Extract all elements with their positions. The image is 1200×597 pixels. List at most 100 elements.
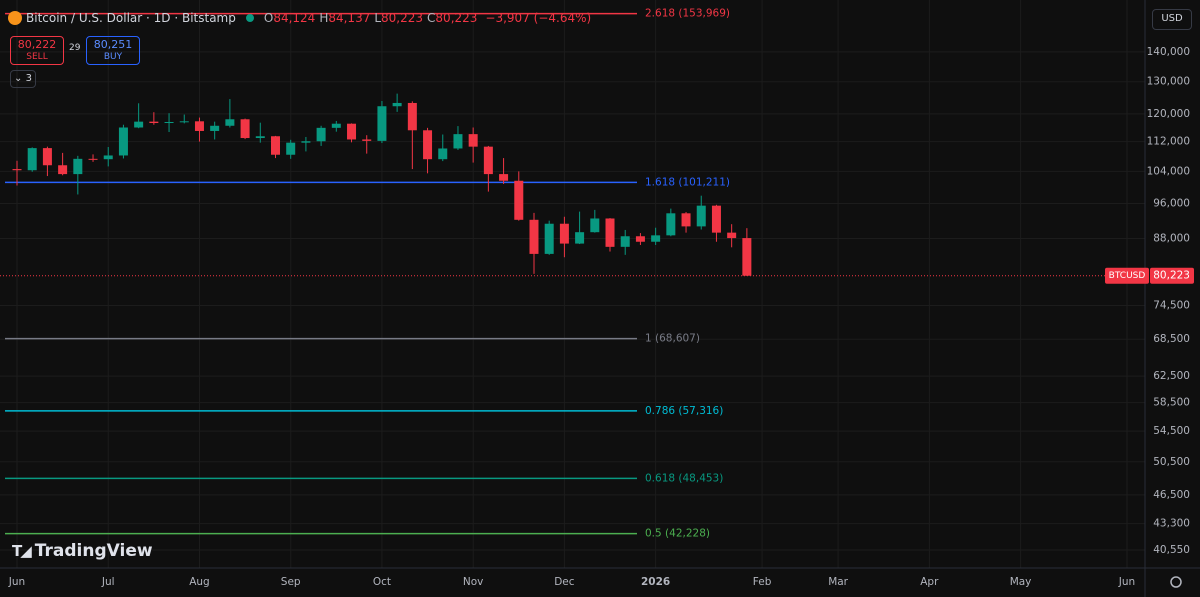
coin-icon [8, 11, 22, 25]
ohlc-value: 84,124 [273, 11, 316, 25]
candle-body [194, 121, 204, 131]
candle-body [529, 219, 539, 254]
x-tick-label: Mar [828, 576, 848, 588]
candle-body [347, 123, 357, 140]
candle-body [118, 127, 128, 156]
candle-body [301, 141, 311, 143]
ohlc-value: 80,223 [381, 11, 424, 25]
x-tick-label: Aug [189, 576, 210, 588]
y-tick-label: 74,500 [1153, 299, 1190, 311]
candle-body [210, 125, 220, 131]
y-tick-label: 43,300 [1153, 518, 1190, 530]
x-tick-label: Dec [554, 576, 575, 588]
candle-body [483, 146, 493, 175]
buy-price: 80,251 [93, 38, 133, 51]
candle-body [499, 174, 509, 181]
candle-body [362, 139, 372, 141]
x-tick-label: Sep [281, 576, 301, 588]
y-tick-label: 104,000 [1147, 165, 1190, 177]
candle-body [514, 180, 524, 220]
y-tick-label: 50,500 [1153, 456, 1190, 468]
x-tick-label: Feb [753, 576, 772, 588]
indicators-toggle[interactable]: ⌄ 3 [10, 70, 36, 88]
candle-body [392, 102, 402, 107]
candle-body [316, 127, 326, 142]
candle-body [438, 148, 448, 160]
y-tick-label: 68,500 [1153, 333, 1190, 345]
sell-button[interactable]: 80,222 SELL [10, 36, 64, 65]
candle-body [605, 218, 615, 247]
candle-body [286, 142, 296, 155]
candle-body [73, 158, 83, 175]
y-tick-label: 40,550 [1153, 544, 1190, 556]
y-tick-label: 130,000 [1147, 76, 1190, 88]
fib-label: 0.5 (42,228) [645, 528, 710, 540]
status-dot [245, 14, 254, 22]
candle-body [149, 121, 159, 124]
change: −3,907 (−4.64%) [485, 11, 592, 25]
candle-body [240, 119, 250, 139]
ohlc-key: C [427, 11, 436, 25]
x-tick-label: Jun [8, 576, 25, 588]
candle-body [134, 121, 144, 128]
x-tick-label: Apr [920, 576, 939, 588]
candle-body [696, 205, 706, 227]
fib-label: 1 (68,607) [645, 333, 700, 345]
candle-body [103, 155, 113, 160]
candle-body [27, 148, 37, 171]
currency-button[interactable]: USD [1152, 9, 1192, 30]
x-tick-label: May [1010, 576, 1032, 588]
candle-body [590, 218, 600, 233]
candle-body [58, 165, 68, 175]
brand-name: TradingView [34, 541, 153, 561]
symbol-title[interactable]: Bitcoin / U.S. Dollar · 1D · Bitstamp [26, 11, 236, 25]
y-tick-label: 88,000 [1153, 233, 1190, 245]
spread: 29 [69, 43, 81, 53]
candle-body [225, 119, 235, 126]
candle-body [544, 223, 554, 254]
candle-body [12, 169, 22, 171]
y-tick-label: 120,000 [1147, 108, 1190, 120]
candle-body [742, 238, 752, 276]
candle-body [179, 121, 189, 123]
sell-label: SELL [26, 52, 48, 62]
candle-body [620, 236, 630, 247]
plot-background [0, 0, 1145, 568]
candle-body [377, 106, 387, 141]
indicator-count: 3 [25, 73, 32, 84]
y-tick-label: 112,000 [1147, 136, 1190, 148]
fib-label: 0.618 (48,453) [645, 472, 723, 484]
candle-body [727, 232, 737, 239]
candle-body [468, 134, 478, 147]
last-price-label: 80,223 [1153, 270, 1190, 282]
sell-price: 80,222 [17, 38, 57, 51]
ohlc-value: 84,137 [328, 11, 371, 25]
candle-body [255, 136, 265, 139]
y-tick-label: 58,500 [1153, 397, 1190, 409]
brand-logo: T◢ [12, 542, 32, 560]
ohlc-key: H [319, 11, 329, 25]
candle-body [42, 148, 52, 166]
brand: T◢ TradingView [12, 541, 153, 561]
last-price-tag [1150, 267, 1194, 284]
candle-body [666, 213, 676, 236]
buy-button[interactable]: 80,251 BUY [86, 36, 140, 65]
ohlc: O 84,124 H 84,137 L 80,223 C 80,223 [264, 11, 482, 25]
x-tick-label: Jun [1118, 576, 1135, 588]
buy-label: BUY [103, 52, 123, 62]
settings-icon[interactable] [1170, 576, 1182, 588]
candle-body [423, 130, 433, 160]
y-tick-label: 62,500 [1153, 370, 1190, 382]
symbol-tag-label: BTCUSD [1109, 271, 1146, 281]
candle-body [164, 121, 174, 124]
ohlc-value: 80,223 [435, 11, 478, 25]
symbol-tag [1105, 267, 1149, 284]
candle-body [559, 223, 569, 244]
x-tick-label: Jul [101, 576, 115, 588]
candle-body [681, 213, 691, 227]
candle-body [711, 205, 721, 233]
candle-body [635, 236, 645, 242]
